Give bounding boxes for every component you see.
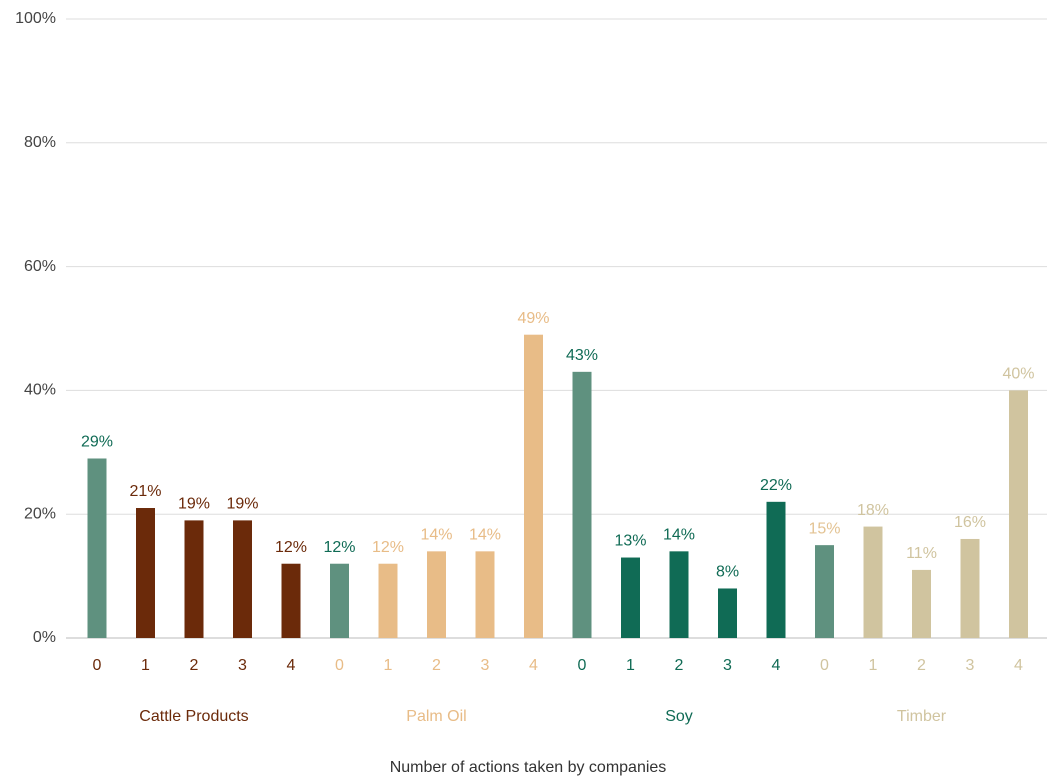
bar <box>572 371 592 638</box>
data-label: 40% <box>1002 366 1034 383</box>
legend-group-label: Palm Oil <box>406 708 466 725</box>
data-label: 16% <box>954 514 986 531</box>
data-label: 19% <box>178 496 210 513</box>
bar <box>233 520 252 638</box>
data-label: 14% <box>420 527 452 544</box>
data-label: 11% <box>906 545 937 562</box>
x-tick-label: 4 <box>772 657 781 674</box>
x-tick-label: 3 <box>966 657 975 674</box>
bar <box>766 501 786 638</box>
bar <box>475 551 495 638</box>
y-tick-label: 60% <box>24 258 56 275</box>
y-tick-label: 80% <box>24 134 56 151</box>
x-tick-label: 2 <box>917 657 926 674</box>
x-tick-label: 1 <box>626 657 635 674</box>
y-tick-label: 0% <box>33 629 56 646</box>
data-label: 43% <box>566 347 598 364</box>
bar <box>718 588 737 638</box>
x-tick-label: 4 <box>529 657 538 674</box>
bar <box>281 563 301 638</box>
x-tick-label: 2 <box>432 657 441 674</box>
data-label: 12% <box>275 539 307 556</box>
y-tick-label: 40% <box>24 382 56 399</box>
bar <box>912 569 931 638</box>
x-axis-label: Number of actions taken by companies <box>390 759 667 776</box>
x-tick-label: 2 <box>190 657 199 674</box>
bar <box>378 563 398 638</box>
data-label: 22% <box>760 477 792 494</box>
x-tick-label: 0 <box>578 657 587 674</box>
bar <box>960 538 980 638</box>
legend-group-label: Soy <box>665 708 693 725</box>
x-tick-label: 3 <box>723 657 732 674</box>
x-tick-label: 1 <box>141 657 150 674</box>
x-tick-label: 0 <box>93 657 102 674</box>
x-tick-label: 4 <box>287 657 296 674</box>
data-label: 19% <box>226 496 258 513</box>
x-tick-label: 3 <box>481 657 490 674</box>
data-label: 12% <box>323 539 355 556</box>
x-tick-label: 1 <box>869 657 878 674</box>
bar <box>621 557 640 638</box>
bar <box>815 545 834 638</box>
data-label: 21% <box>129 483 161 500</box>
bar <box>184 520 204 638</box>
x-tick-label: 0 <box>820 657 829 674</box>
bar <box>669 551 689 638</box>
data-label: 15% <box>808 520 840 537</box>
bar <box>330 563 349 638</box>
bar <box>427 551 446 638</box>
bar <box>87 458 107 638</box>
data-label: 14% <box>469 527 501 544</box>
bar <box>136 508 155 638</box>
data-label: 8% <box>716 564 739 581</box>
legend-group-label: Cattle Products <box>139 708 248 725</box>
data-label: 49% <box>517 310 549 327</box>
data-label: 13% <box>614 533 646 550</box>
x-tick-label: 2 <box>675 657 684 674</box>
x-tick-label: 3 <box>238 657 247 674</box>
y-tick-label: 100% <box>15 10 56 27</box>
data-label: 18% <box>857 502 889 519</box>
data-label: 14% <box>663 527 695 544</box>
y-tick-label: 20% <box>24 505 56 522</box>
bar <box>1009 390 1028 638</box>
bar <box>863 526 883 638</box>
x-tick-label: 1 <box>384 657 393 674</box>
legend-group-label: Timber <box>897 708 947 725</box>
data-label: 12% <box>372 539 404 556</box>
x-tick-label: 0 <box>335 657 344 674</box>
x-tick-label: 4 <box>1014 657 1023 674</box>
bar <box>524 334 543 638</box>
data-label: 29% <box>81 434 113 451</box>
